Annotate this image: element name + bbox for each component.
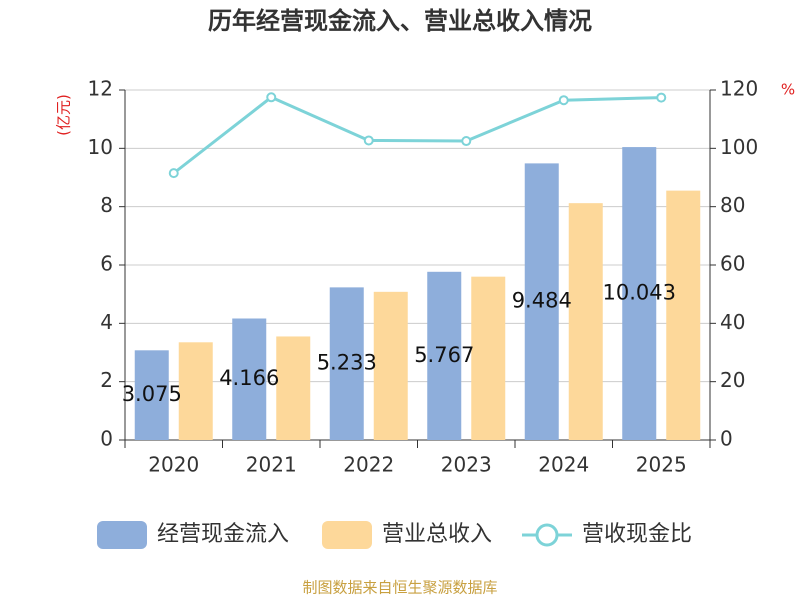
x-tick-label: 2024 — [538, 453, 589, 477]
bar — [622, 147, 657, 440]
source-note: 制图数据来自恒生聚源数据库 — [302, 579, 497, 597]
y-tick-label: 6 — [100, 252, 113, 276]
legend-swatch — [97, 521, 147, 549]
y2-axis-label: % — [781, 81, 795, 99]
bar — [134, 350, 169, 440]
bar — [524, 163, 559, 440]
x-tick-label: 2023 — [441, 453, 492, 477]
y2-tick-label: 20 — [720, 368, 745, 392]
x-tick-label: 2021 — [246, 453, 297, 477]
y-tick-label: 0 — [100, 427, 113, 451]
data-label: 3.075 — [122, 382, 182, 406]
x-tick-label: 2020 — [148, 453, 199, 477]
y-tick-label: 2 — [100, 368, 113, 392]
legend-label: 经营现金流入 — [157, 522, 289, 547]
y2-tick-label: 100 — [720, 135, 758, 159]
bar — [568, 203, 603, 440]
legend-swatch — [535, 523, 559, 547]
data-label: 5.767 — [414, 343, 474, 367]
y2-tick-label: 0 — [720, 427, 733, 451]
line-point — [266, 92, 277, 103]
line-point — [168, 168, 179, 179]
x-tick-label: 2025 — [636, 453, 687, 477]
x-tick-label: 2022 — [343, 453, 394, 477]
y-tick-label: 12 — [88, 77, 113, 101]
y2-tick-label: 120 — [720, 77, 758, 101]
line-point — [656, 92, 667, 103]
y2-tick-label: 80 — [720, 193, 745, 217]
legend-swatch — [322, 521, 372, 549]
data-label: 10.043 — [603, 281, 676, 305]
y-tick-label: 8 — [100, 193, 113, 217]
line — [172, 95, 662, 175]
legend-label: 营业总收入 — [382, 522, 492, 547]
bar — [232, 318, 267, 440]
y2-tick-label: 40 — [720, 310, 745, 334]
y-axis-label: (亿元) — [55, 94, 73, 136]
chart-title: 历年经营现金流入、营业总收入情况 — [208, 7, 592, 35]
line-point — [558, 95, 569, 106]
bar — [329, 287, 364, 440]
data-label: 4.166 — [219, 366, 279, 390]
bar — [178, 342, 213, 440]
legend-label: 营收现金比 — [582, 522, 692, 547]
y-tick-label: 4 — [100, 310, 113, 334]
bar — [427, 271, 462, 440]
line-point — [363, 135, 374, 146]
bar — [276, 336, 311, 440]
data-label: 9.484 — [512, 289, 572, 313]
y2-tick-label: 60 — [720, 252, 745, 276]
bar — [666, 190, 701, 440]
bar — [471, 276, 506, 440]
data-label: 5.233 — [317, 351, 377, 375]
line-point — [461, 136, 472, 147]
y-tick-label: 10 — [88, 135, 113, 159]
bar — [373, 291, 408, 440]
